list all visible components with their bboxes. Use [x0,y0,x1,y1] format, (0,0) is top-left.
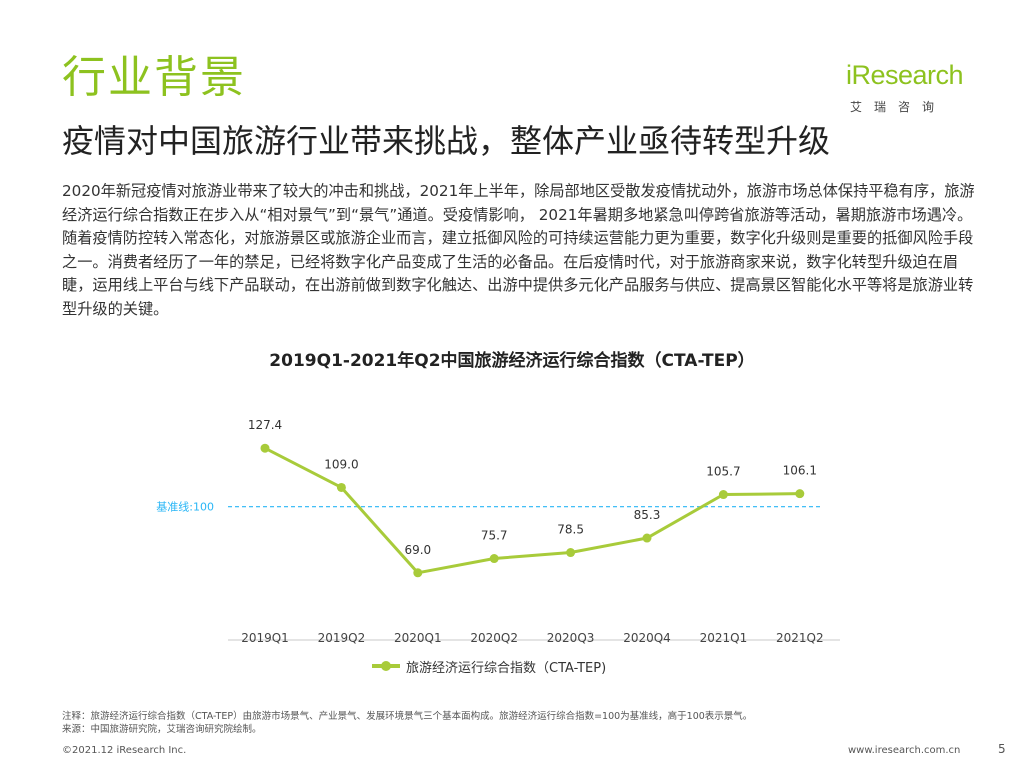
chart-title: 2019Q1-2021年Q2中国旅游经济运行综合指数（CTA-TEP） [269,351,755,371]
data-point [260,443,270,453]
data-point [336,482,346,492]
data-label: 127.4 [248,418,282,432]
data-label: 69.0 [404,543,431,557]
x-tick-label: 2021Q1 [700,631,748,645]
legend-label: 旅游经济运行综合指数（CTA-TEP) [406,660,607,676]
iresearch-logo: iResearch 艾瑞咨询 [846,60,976,118]
x-tick-label: 2021Q2 [776,631,824,645]
logo-subtitle: 艾瑞咨询 [850,100,947,114]
data-point [566,548,576,558]
line-chart: 基准线:100 127.4 109.0 69.0 75.7 78.5 85.3 105.7 1… [156,418,840,645]
footnote-source: 来源：中国旅游研究院，艾瑞咨询研究院绘制。 [62,724,262,735]
data-point [489,554,499,564]
data-label: 109.0 [324,457,358,471]
page-subtitle: 疫情对中国旅游行业带来挑战，整体产业亟待转型升级 [62,122,831,160]
data-point [642,533,652,543]
intro-paragraph: 2020年新冠疫情对旅游业带来了较大的冲击和挑战，2021年上半年，除局部地区受… [62,182,975,318]
x-tick-label: 2020Q2 [470,631,518,645]
data-point [413,568,423,578]
reference-line-label: 基准线:100 [156,500,214,514]
data-label: 105.7 [706,465,740,479]
page-number: 5 [998,742,1006,756]
x-tick-label: 2020Q1 [394,631,442,645]
website-link[interactable]: www.iresearch.com.cn [848,745,961,756]
data-label: 106.1 [783,464,817,478]
legend-marker [372,661,400,671]
series-line [264,446,800,575]
x-tick-label: 2019Q1 [241,631,289,645]
footnote: 注释：旅游经济运行综合指数（CTA-TEP）由旅游市场景气、产业景气、发展环境景… [62,710,752,736]
x-tick-label: 2020Q4 [623,631,671,645]
data-point [795,489,805,499]
chart-legend: 旅游经济运行综合指数（CTA-TEP) [372,656,606,676]
page-title: 行业背景 [62,52,246,103]
x-tick-label: 2020Q3 [547,631,595,645]
copyright: ©2021.12 iResearch Inc. [62,745,187,756]
data-label: 78.5 [557,523,584,537]
x-tick-label: 2019Q2 [318,631,366,645]
data-point [718,490,728,500]
footnote-note: 注释：旅游经济运行综合指数（CTA-TEP）由旅游市场景气、产业景气、发展环境景… [62,711,753,722]
data-label: 75.7 [481,529,508,543]
data-label: 85.3 [634,508,661,522]
logo-wordmark: iResearch [846,60,964,90]
